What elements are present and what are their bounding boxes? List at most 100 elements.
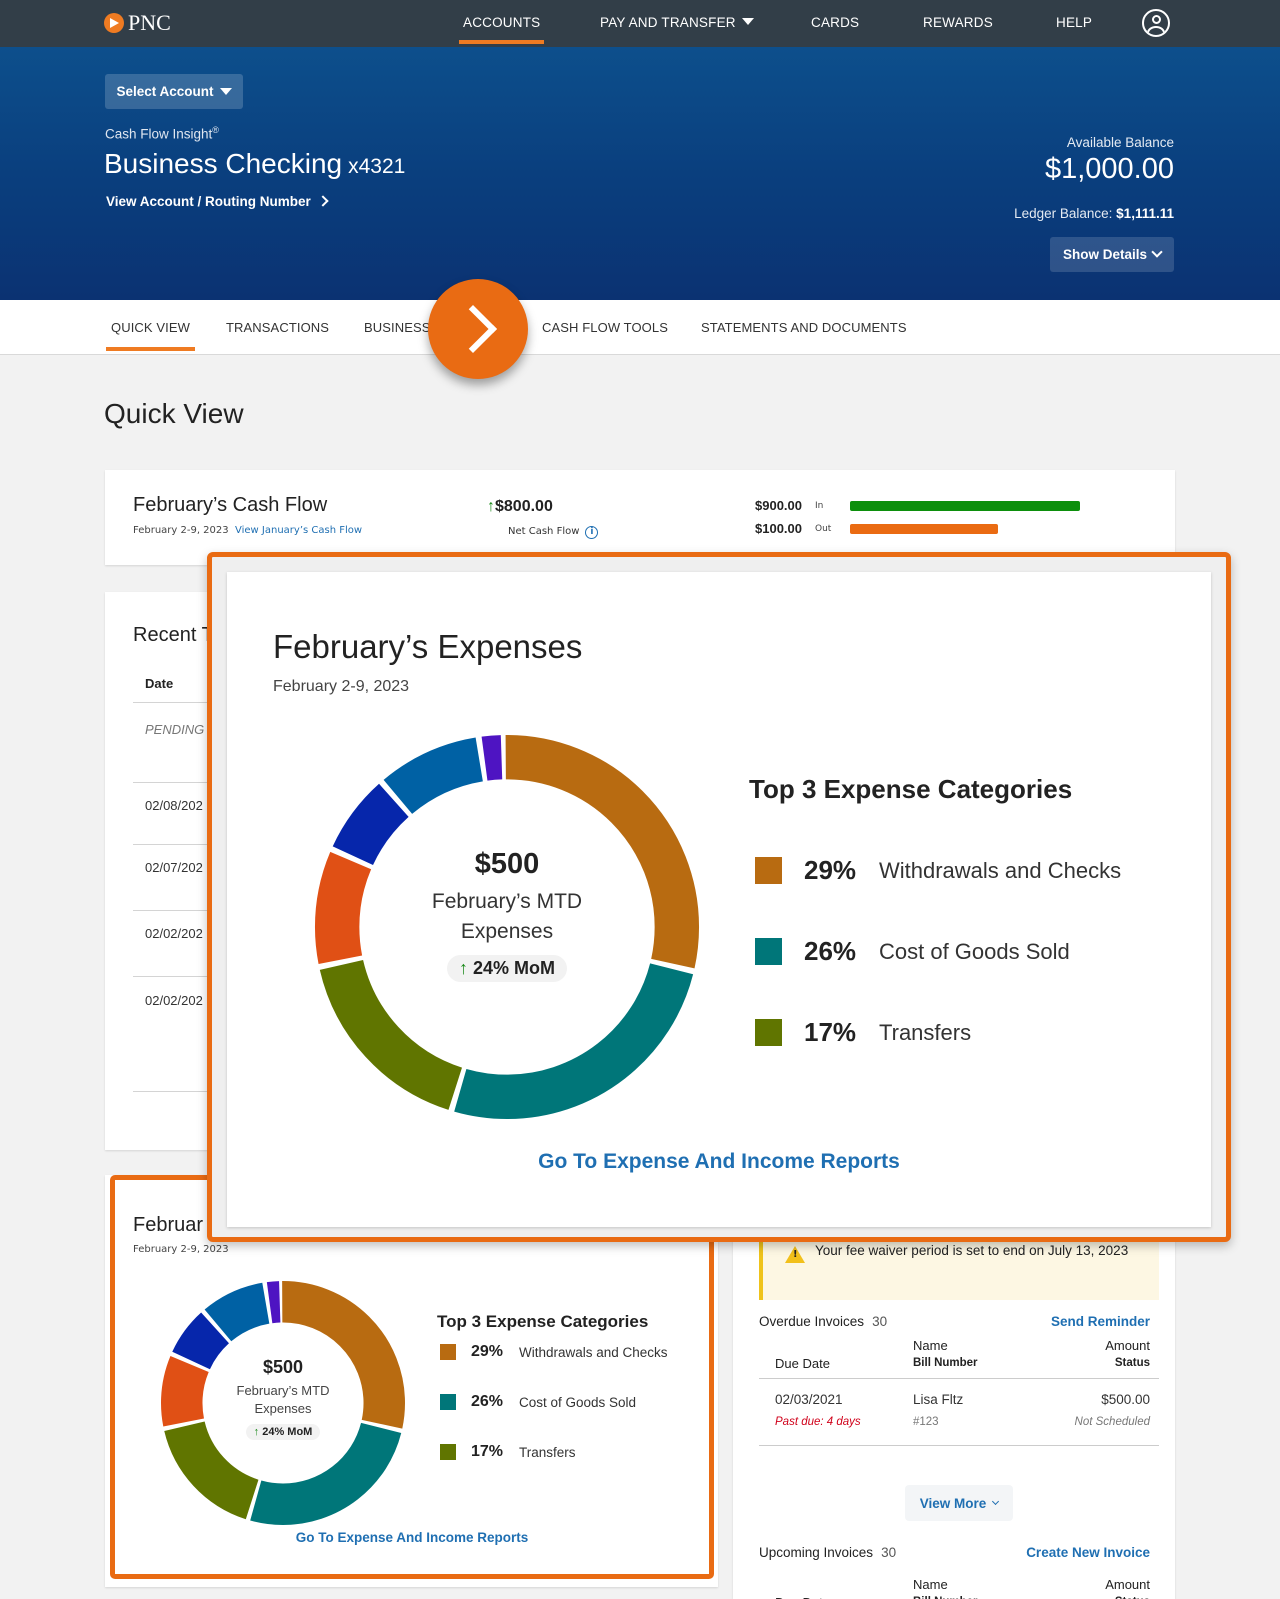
transaction-date[interactable]: 02/08/202 — [145, 798, 203, 813]
tab-label: BUSINESS — [364, 320, 431, 335]
user-profile-icon[interactable] — [1142, 9, 1170, 37]
mom-badge: ↑ 24% MoM — [245, 1423, 321, 1440]
mom-badge: ↑ 24% MoM — [446, 955, 568, 982]
mtd-label-line2: Expenses — [460, 920, 554, 943]
warning-icon — [785, 1246, 805, 1263]
transaction-date[interactable]: 02/07/202 — [145, 860, 203, 875]
legend-swatch — [755, 938, 782, 965]
legend-swatch — [755, 1019, 782, 1046]
view-january-cash-flow-link[interactable]: View January’s Cash Flow — [235, 525, 363, 536]
legend-label: Cost of Goods Sold — [879, 938, 1070, 964]
segment-withdrawals[interactable] — [314, 734, 700, 1120]
legend-swatch — [440, 1344, 456, 1360]
expenses-date: February 2-9, 2023 — [133, 1244, 229, 1255]
segment-cogs — [161, 1281, 405, 1525]
profile-head — [1152, 15, 1161, 24]
segment-other-1 — [161, 1281, 405, 1525]
legend-pct: 26% — [471, 1393, 504, 1410]
name-header: Name — [913, 1338, 948, 1353]
tab-quick-view[interactable]: QUICK VIEW — [105, 320, 196, 351]
invoice-amount: $500.00 — [1101, 1392, 1150, 1407]
overdue-count: 30 — [872, 1314, 888, 1329]
pnc-logo[interactable]: PNC — [104, 10, 171, 36]
tab-transactions[interactable]: TRANSACTIONS — [226, 320, 329, 335]
transaction-date[interactable]: 02/02/202 — [145, 993, 203, 1008]
legend-label: Transfers — [519, 1444, 576, 1460]
expense-reports-link[interactable]: Go To Expense And Income Reports — [538, 1150, 900, 1173]
caret-down-icon — [219, 88, 232, 95]
top-navigation: PNC ACCOUNTS PAY AND TRANSFER CARDS REWA… — [0, 0, 1280, 47]
expenses-title: Februar — [133, 1214, 204, 1236]
nav-accounts[interactable]: ACCOUNTS — [458, 15, 545, 44]
nav-rewards[interactable]: REWARDS — [923, 15, 993, 30]
divider — [759, 1378, 1159, 1379]
net-label: Net Cash Flow — [508, 526, 580, 537]
tab-label: QUICK VIEW — [111, 320, 191, 335]
net-value: $800.00 — [495, 498, 553, 515]
select-account-button[interactable]: Select Account — [105, 74, 243, 109]
segment-cogs[interactable] — [314, 734, 700, 1120]
due-date-header: Due Date — [775, 1595, 830, 1599]
nav-pay-and-transfer[interactable]: PAY AND TRANSFER — [600, 15, 754, 30]
nav-cards[interactable]: CARDS — [811, 15, 859, 30]
divider — [133, 976, 235, 977]
nav-rewards-label: REWARDS — [923, 15, 993, 30]
invoices-card: Your fee waiver period is set to end on … — [733, 1210, 1175, 1599]
legend-swatch — [755, 857, 782, 884]
tab-label: TRANSACTIONS — [226, 320, 330, 335]
mom-value: 24% MoM — [473, 958, 556, 978]
ledger-label: Ledger Balance: — [1014, 206, 1113, 221]
nav-cards-label: CARDS — [811, 15, 860, 30]
chevron-down-icon — [1151, 246, 1163, 258]
upcoming-invoices-header: Upcoming Invoices 30 — [759, 1545, 896, 1560]
net-cash-flow-label: Net Cash Flow i — [508, 526, 599, 539]
view-routing-link[interactable]: View Account / Routing Number — [106, 194, 329, 209]
divider — [133, 844, 235, 845]
upcoming-title: Upcoming Invoices — [759, 1545, 874, 1560]
view-more-button[interactable]: View More — [905, 1485, 1013, 1521]
next-arrow-button[interactable] — [428, 279, 528, 379]
tab-business[interactable]: BUSINESS — [364, 320, 431, 335]
account-title: Business Checking x4321 — [104, 148, 405, 180]
legend-swatch — [440, 1394, 456, 1410]
show-details-label: Show Details — [1062, 247, 1148, 262]
mtd-label: February’s MTD Expenses — [432, 887, 582, 947]
show-details-button[interactable]: Show Details — [1050, 237, 1174, 272]
cash-flow-date: February 2-9, 2023 — [133, 525, 229, 536]
invoice-due-date: 02/03/2021 — [775, 1392, 843, 1407]
arrow-up-icon: ↑ — [487, 498, 495, 515]
send-reminder-link[interactable]: Send Reminder — [1050, 1314, 1150, 1329]
divider — [759, 1445, 1159, 1446]
status-header: Status — [1114, 1357, 1150, 1369]
info-icon[interactable]: i — [585, 526, 599, 539]
invoice-name[interactable]: Lisa Fltz — [913, 1392, 964, 1407]
tab-statements-documents[interactable]: STATEMENTS AND DOCUMENTS — [701, 320, 907, 335]
expenses-card-enlarged: February’s Expenses February 2-9, 2023 $… — [227, 572, 1211, 1227]
mtd-label: February’s MTD Expenses — [237, 1382, 330, 1418]
arrow-up-icon: ↑ — [253, 1425, 260, 1438]
legend-title: Top 3 Expense Categories — [437, 1312, 649, 1331]
divider — [133, 1091, 235, 1092]
expense-reports-link[interactable]: Go To Expense And Income Reports — [295, 1530, 529, 1545]
amount-header: Amount — [1105, 1338, 1150, 1353]
overdue-invoices-header: Overdue Invoices 30 — [759, 1314, 887, 1329]
product-label-text: Cash Flow Insight — [105, 126, 213, 142]
legend-title: Top 3 Expense Categories — [749, 774, 1073, 804]
tab-label: STATEMENTS AND DOCUMENTS — [701, 320, 907, 335]
create-new-invoice-link[interactable]: Create New Invoice — [1026, 1545, 1150, 1560]
past-due-label: Past due: 4 days — [775, 1416, 861, 1428]
nav-help-label: HELP — [1056, 15, 1093, 30]
transaction-date[interactable]: 02/02/202 — [145, 926, 203, 941]
legend-item: 17% Transfers — [440, 1443, 576, 1461]
segment-withdrawals — [161, 1281, 405, 1525]
account-tabs: QUICK VIEW TRANSACTIONS BUSINESS CASH FL… — [0, 300, 1280, 355]
tab-cash-flow-tools[interactable]: CASH FLOW TOOLS — [542, 320, 668, 335]
view-routing-label: View Account / Routing Number — [106, 194, 311, 209]
invoice-bill-number: #123 — [913, 1416, 939, 1428]
legend-pct: 17% — [471, 1443, 504, 1460]
registered-mark: ® — [212, 125, 219, 135]
nav-help[interactable]: HELP — [1056, 15, 1092, 30]
segment-other-1[interactable] — [314, 734, 700, 1120]
nav-pay-label: PAY AND TRANSFER — [600, 15, 736, 30]
upcoming-count: 30 — [881, 1545, 897, 1560]
